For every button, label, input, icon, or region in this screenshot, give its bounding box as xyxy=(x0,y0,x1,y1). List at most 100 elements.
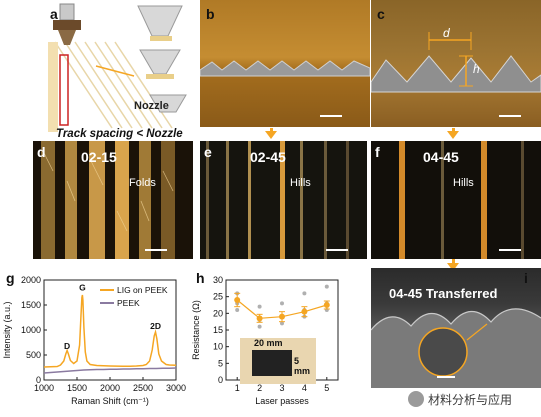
data-point-mean xyxy=(323,302,330,308)
data-point-individual xyxy=(257,324,262,329)
panel-f-title: 04-45 xyxy=(423,149,459,165)
peak-label: 2D xyxy=(150,321,161,331)
hills-annotation-e: Hills xyxy=(290,177,311,189)
x-axis-label: Raman Shift (cm⁻¹) xyxy=(71,396,149,406)
arrow-b-to-e xyxy=(270,128,273,132)
panel-label-d: d xyxy=(37,144,46,160)
panel-g-raman-chart: 1000 1500 2000 2500 3000 0 500 1000 1500 2000 Rama… xyxy=(0,268,190,412)
x-tick-label: 3000 xyxy=(166,383,186,393)
track-spacing-caption: Track spacing < Nozzle xyxy=(56,128,183,140)
resistance-chart-svg: 1 2 3 4 5 0 5 10 15 20 25 30 Laser passes Resistance … xyxy=(191,275,339,406)
watermark-text: 材料分析与应用 xyxy=(428,392,513,407)
series-line-1 xyxy=(43,367,177,374)
panel-d-title: 02-15 xyxy=(81,149,117,165)
x-tick-label: 1500 xyxy=(67,383,87,393)
width-dimension-label: 20 mm xyxy=(254,338,283,348)
lig-sample-block xyxy=(252,350,292,376)
y-tick-label: 5 xyxy=(218,358,223,368)
hills-annotation-f: Hills xyxy=(453,177,474,189)
data-point-mean xyxy=(279,313,285,320)
arrow-c-to-f-head xyxy=(447,131,459,139)
y-tick-label: 1000 xyxy=(21,325,41,335)
printing-schematic xyxy=(48,3,187,132)
data-point-individual xyxy=(324,284,329,289)
x-tick-label: 1 xyxy=(235,383,240,393)
wechat-watermark: 材料分析与应用 xyxy=(408,386,541,412)
panel-label-a: a xyxy=(50,6,58,22)
data-point-individual xyxy=(302,291,307,296)
track-pattern-e xyxy=(206,141,349,259)
x-tick-label: 4 xyxy=(302,383,307,393)
track-pattern-f xyxy=(399,141,524,259)
arrow-c-to-f xyxy=(452,128,455,132)
panel-e-title: 02-45 xyxy=(250,149,286,165)
dimension-h-label: h xyxy=(473,62,480,76)
x-tick-label: 2500 xyxy=(133,383,153,393)
data-point-mean xyxy=(301,308,308,315)
legend-label-0: LIG on PEEK xyxy=(117,285,168,295)
y-tick-label: 15 xyxy=(213,325,223,335)
magnified-circle xyxy=(418,327,468,377)
y-axis-label: Intensity (a.u.) xyxy=(2,301,12,358)
peak-label: D xyxy=(64,341,70,351)
panel-label-e: e xyxy=(204,144,212,160)
data-point-mean xyxy=(256,315,263,322)
panel-label-c: c xyxy=(377,6,385,22)
x-tick-label: 3 xyxy=(279,383,284,393)
panel-label-i: i xyxy=(524,270,528,286)
nozzle-label: Nozzle xyxy=(134,100,169,112)
sawtooth-profile-c xyxy=(371,32,541,93)
data-point-individual xyxy=(257,304,262,309)
sem-surface xyxy=(371,308,541,388)
data-point-individual xyxy=(235,308,240,312)
panel-i-title: 04-45 Transferred xyxy=(389,286,498,301)
y-tick-label: 30 xyxy=(213,275,223,285)
height-dimension-label: 5 mm xyxy=(294,356,311,376)
y-tick-label: 2000 xyxy=(21,275,41,285)
scale-bar xyxy=(145,249,167,251)
track-highlight xyxy=(59,54,69,126)
peak-label: G xyxy=(79,283,86,293)
panel-c-cross-section: d h xyxy=(371,0,541,127)
y-tick-label: 20 xyxy=(213,308,223,318)
panel-label-b: b xyxy=(206,6,215,22)
scale-bar xyxy=(499,249,521,251)
y-tick-label: 0 xyxy=(36,375,41,385)
track-pattern-d xyxy=(41,141,175,259)
x-tick-label: 5 xyxy=(324,383,329,393)
panel-b-cross-section xyxy=(200,0,370,127)
y-tick-label: 500 xyxy=(26,350,41,360)
data-point-mean xyxy=(234,297,241,303)
y-tick-label: 1500 xyxy=(21,300,41,310)
panel-e-micrograph: 02-45 Hills xyxy=(200,141,367,259)
y-tick-label: 10 xyxy=(213,342,223,352)
panel-i-sem: 04-45 Transferred xyxy=(371,268,541,388)
panel-f-micrograph: 04-45 Hills xyxy=(371,141,541,259)
panel-label-h: h xyxy=(196,270,205,286)
x-axis-label: Laser passes xyxy=(255,396,309,406)
y-tick-label: 25 xyxy=(213,292,223,302)
panel-label-f: f xyxy=(375,144,380,160)
x-tick-label: 1000 xyxy=(34,383,54,393)
panel-h-resistance-chart: 1 2 3 4 5 0 5 10 15 20 25 30 Laser passes Resistance … xyxy=(190,268,365,412)
sample-inset: 20 mm 5 mm xyxy=(240,338,316,384)
raman-spectrum-svg: 1000 1500 2000 2500 3000 0 500 1000 1500 2000 Rama… xyxy=(2,275,186,406)
y-tick-label: 0 xyxy=(218,375,223,385)
sawtooth-profile-b xyxy=(200,60,370,77)
dimension-d-label: d xyxy=(443,26,450,40)
x-tick-label: 2 xyxy=(257,383,262,393)
scale-bar xyxy=(499,115,521,117)
arrow-b-to-e-head xyxy=(265,131,277,139)
arrow-f-to-i xyxy=(452,259,455,264)
panel-a-schematic: a Nozzle Track spacing < Nozzle xyxy=(0,0,200,145)
data-point-individual xyxy=(280,301,284,306)
scale-bar xyxy=(326,249,348,251)
y-axis-label: Resistance (Ω) xyxy=(191,300,201,360)
x-tick-label: 2000 xyxy=(100,383,120,393)
panel-label-g: g xyxy=(6,270,15,286)
data-point-individual xyxy=(280,321,284,326)
arrow-f-to-i-head xyxy=(447,263,459,271)
scale-bar xyxy=(320,115,342,117)
folds-annotation: Folds xyxy=(129,177,156,189)
panel-d-micrograph: 02-15 Folds xyxy=(33,141,193,259)
